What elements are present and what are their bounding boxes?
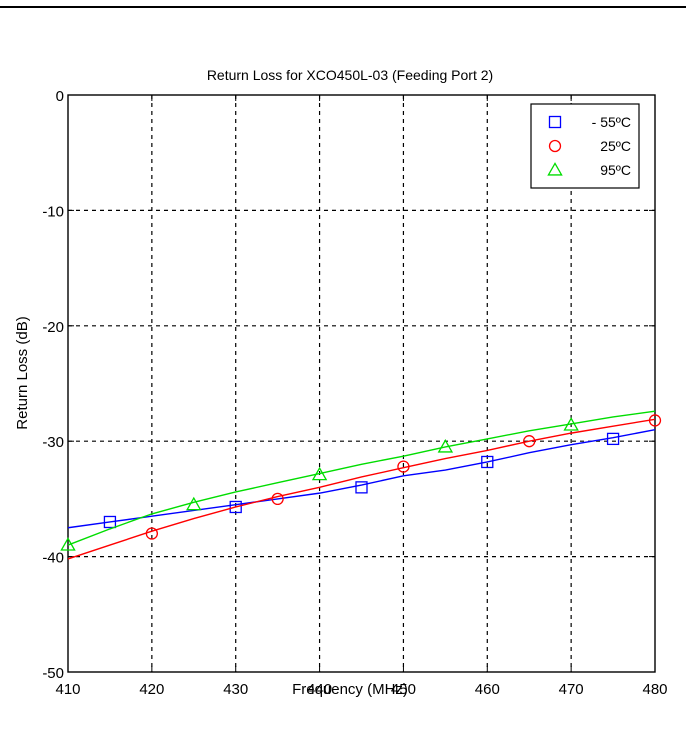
- y-tick-label: -10: [42, 203, 64, 220]
- legend-label-2: 95ºC: [600, 162, 631, 178]
- series-2-marker: [311, 466, 328, 481]
- legend-marker-0: [548, 115, 562, 129]
- y-tick-label: -50: [42, 665, 64, 682]
- x-tick-label: 470: [559, 681, 584, 698]
- plot-area: [68, 95, 655, 672]
- y-tick-label: -30: [42, 434, 64, 451]
- legend-label-0: - 55ºC: [592, 114, 631, 130]
- y-axis-title: Return Loss (dB): [14, 316, 31, 429]
- series-0-marker: [481, 455, 494, 469]
- x-axis-title: Frequency (MHz): [292, 681, 408, 698]
- series-0-marker: [355, 481, 368, 494]
- series-2-marker: [60, 537, 76, 551]
- legend-label-1: 25ºC: [600, 138, 631, 154]
- y-tick-label: 0: [56, 88, 64, 105]
- y-tick-label: -20: [42, 319, 64, 336]
- series-2-marker: [563, 417, 579, 431]
- legend-marker-1: [548, 139, 562, 153]
- series-line-2: [67, 410, 656, 546]
- series-0-marker: [606, 432, 620, 446]
- series-2-marker: [437, 439, 454, 453]
- series-1-marker: [397, 460, 410, 473]
- x-tick-label: 440: [307, 681, 332, 698]
- series-1-marker: [271, 492, 284, 506]
- chart-title: Return Loss for XCO450L-03 (Feeding Port…: [207, 67, 493, 83]
- x-tick-label: 480: [642, 681, 667, 698]
- series-0-marker: [103, 515, 117, 529]
- x-tick-label: 430: [223, 681, 248, 698]
- x-tick-label: 410: [55, 681, 80, 698]
- series-line-0: [67, 428, 656, 529]
- series-0-marker: [229, 500, 242, 514]
- series-1-marker: [145, 527, 159, 540]
- plot-frame: [67, 94, 656, 673]
- series-line-1: [67, 418, 656, 560]
- top-rule: [0, 6, 686, 8]
- series-1-marker: [648, 414, 662, 427]
- x-tick-label: 450: [391, 681, 416, 698]
- legend-marker-2: [547, 162, 563, 176]
- series-1-marker: [523, 435, 536, 448]
- x-tick-label: 420: [139, 681, 164, 698]
- series-2-marker: [186, 496, 202, 511]
- y-tick-label: -40: [42, 550, 64, 567]
- x-tick-label: 460: [475, 681, 500, 698]
